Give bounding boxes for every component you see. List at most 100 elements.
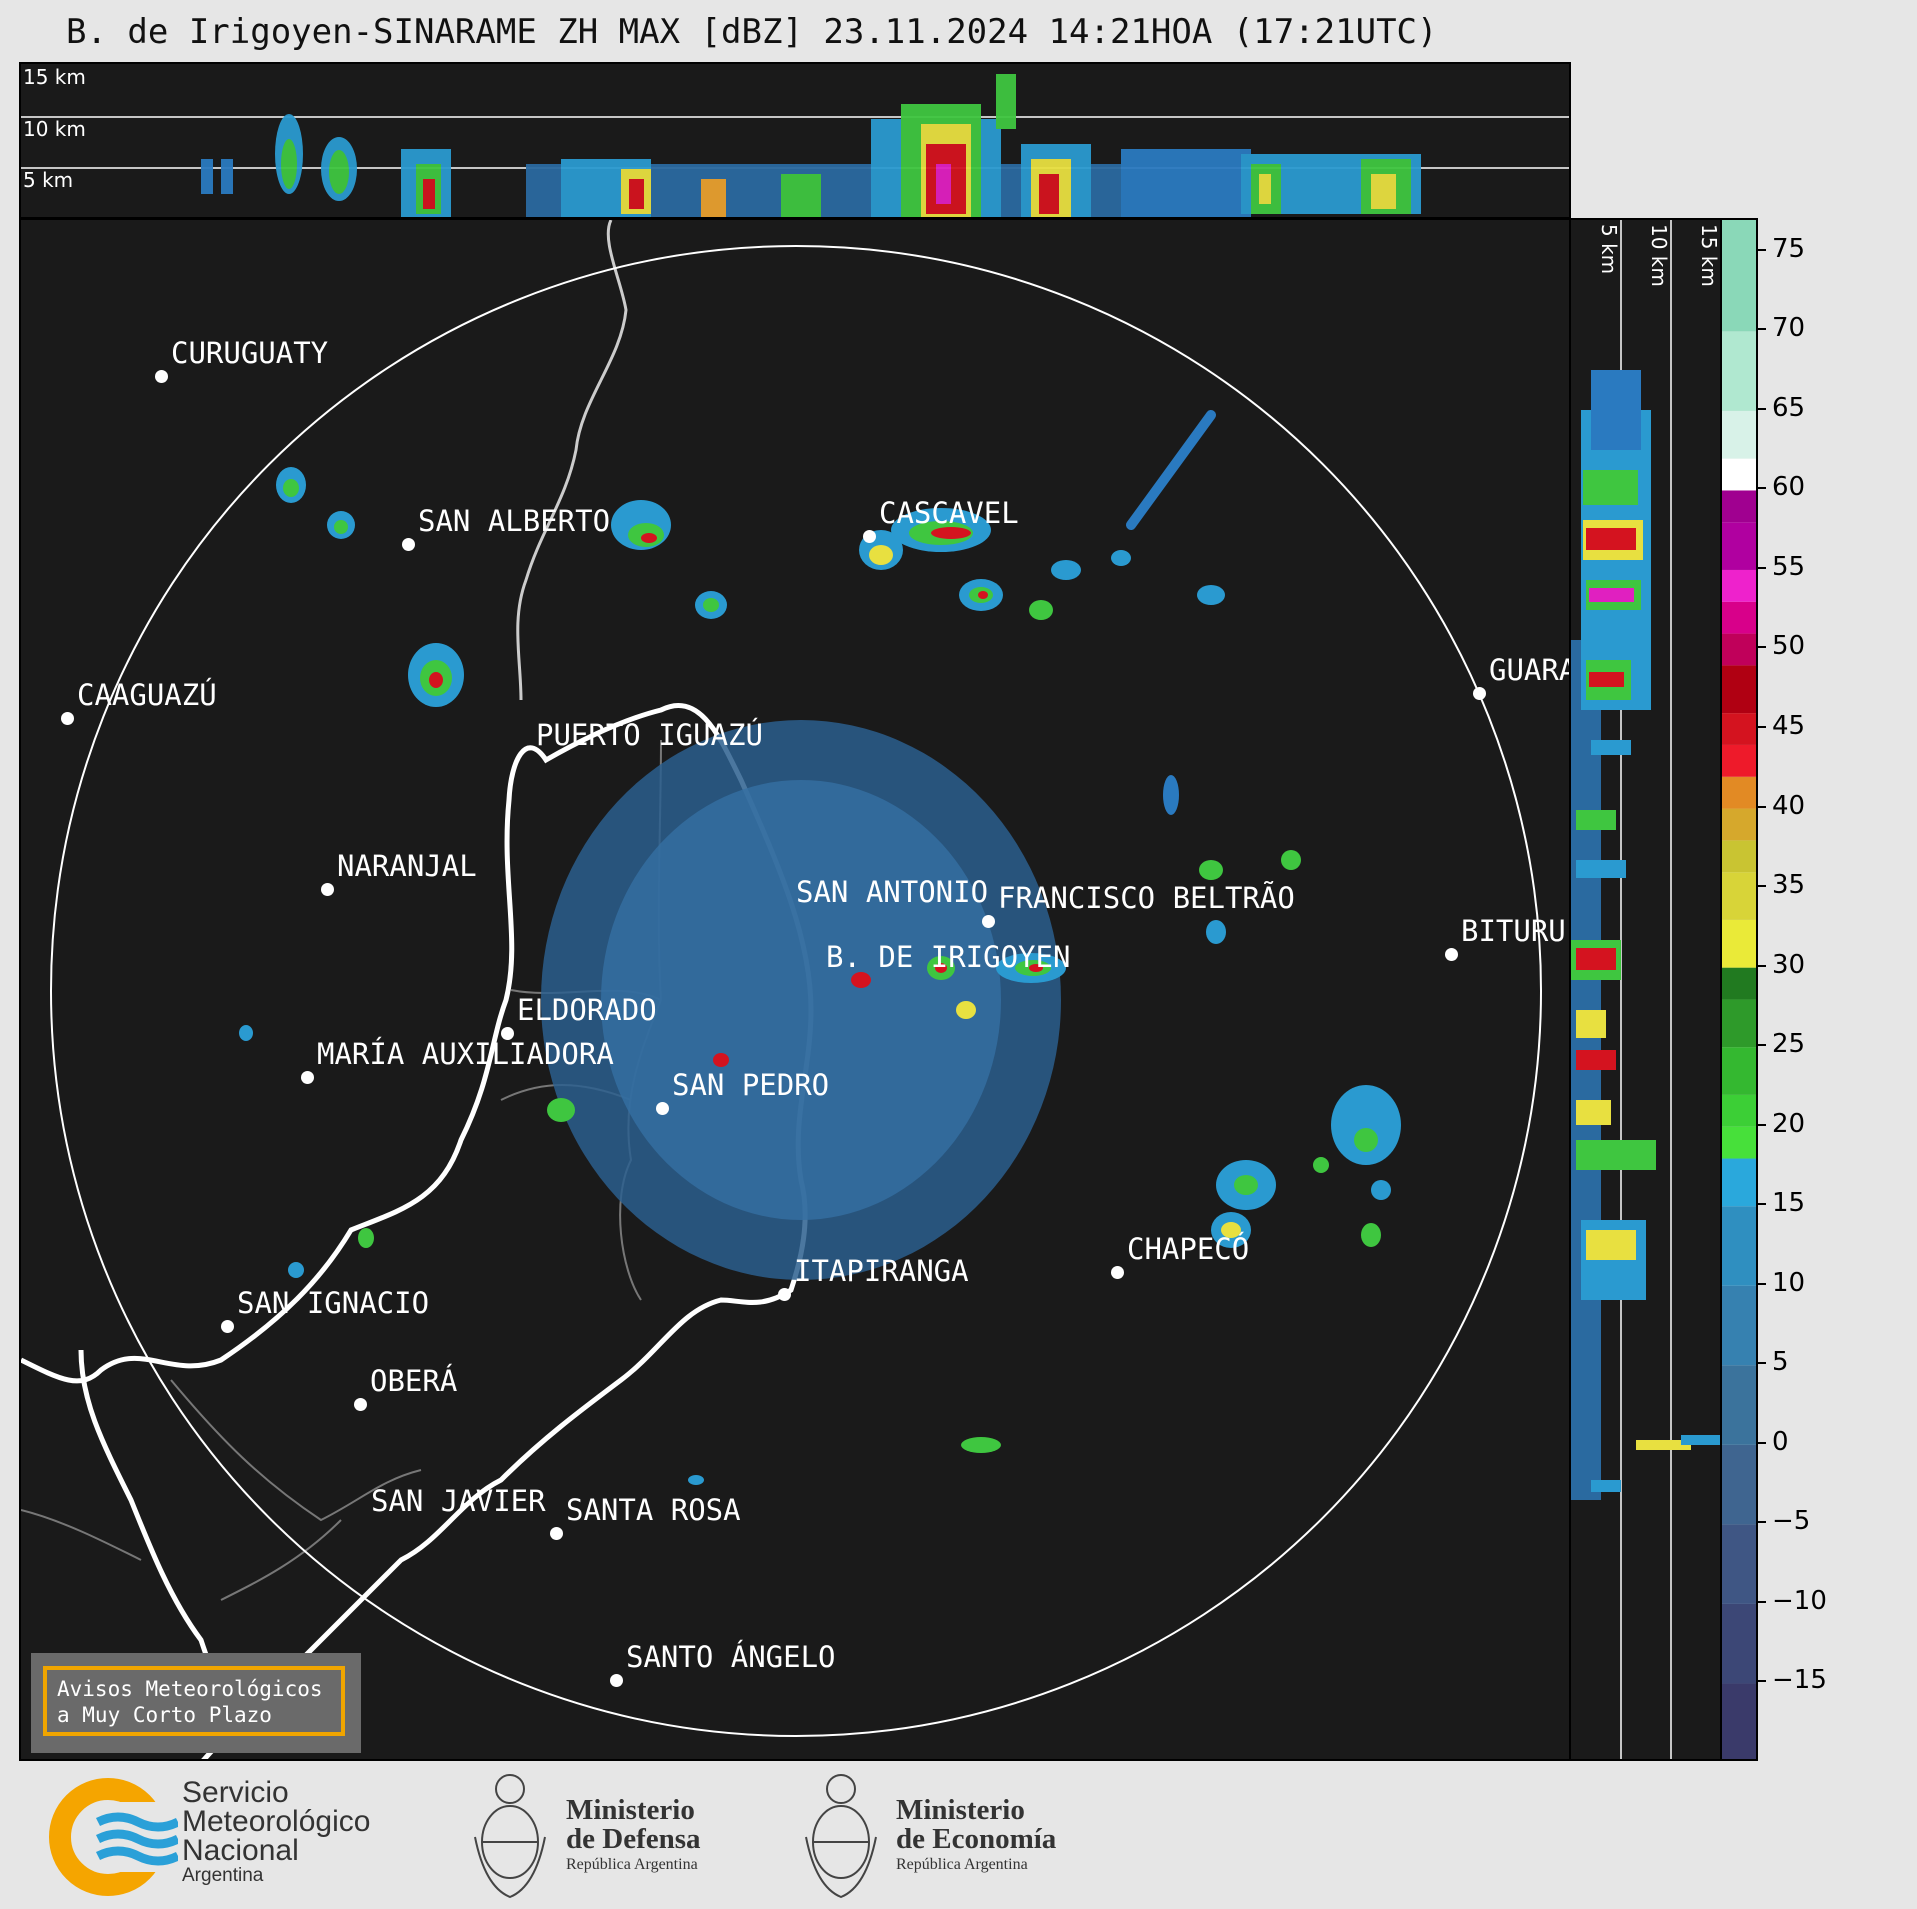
colorbar-tick-label: 60 [1772,472,1806,503]
colorbar-band [1722,601,1756,634]
colorbar-tick [1758,885,1766,888]
colorbar-band [1722,776,1756,809]
side-cross-section: 5 km 10 km 15 km [1569,218,1722,1761]
colorbar-band [1722,1365,1756,1445]
city-label: BITURU [1461,914,1566,948]
colorbar-band [1722,331,1756,411]
smn-line-2: Meteorológico [182,1805,371,1838]
radar-map-plot [21,220,1542,1759]
colorbar-tick [1758,1441,1766,1444]
colorbar-tick [1758,1044,1766,1047]
colorbar-tick-label: 20 [1772,1108,1806,1139]
economia-line-1: Ministerio [896,1794,1025,1826]
city-label: GUARA [1489,653,1571,687]
colorbar-tick [1758,487,1766,490]
colorbar-tick-label: 70 [1772,313,1806,344]
colorbar-tick [1758,726,1766,729]
colorbar-band [1722,1444,1756,1525]
smn-logo-icon [49,1778,178,1896]
colorbar-band [1722,919,1756,968]
smn-logo-text: Servicio Meteorológico Nacional Argentin… [182,1778,370,1887]
city-dot [155,370,168,383]
colorbar-tick-label: 50 [1772,631,1806,662]
defensa-line-3: República Argentina [566,1856,698,1873]
city-dot [982,915,995,928]
chart-title: B. de Irigoyen-SINARAME ZH MAX [dBZ] 23.… [66,12,1438,52]
city-dot [61,712,74,725]
colorbar-tick-label: 45 [1772,711,1806,742]
city-label: ITAPIRANGA [794,1254,969,1288]
colorbar-tick-label: 75 [1772,233,1806,264]
height-label-5km: 5 km [1597,224,1621,275]
dbz-colorbar [1720,218,1758,1761]
colorbar-tick-label: 25 [1772,1029,1806,1060]
colorbar-tick [1758,646,1766,649]
colorbar-band [1722,1047,1756,1095]
colorbar-tick [1758,1203,1766,1206]
colorbar-band [1722,569,1756,602]
height-label-10km: 10 km [23,117,86,141]
city-dot [1111,1266,1124,1279]
warning-box-text: Avisos Meteorológicos a Muy Corto Plazo [43,1666,345,1736]
smn-line-4: Argentina [182,1865,264,1886]
colorbar-tick [1758,1521,1766,1524]
defensa-logo-text: Ministerio de Defensa República Argentin… [566,1796,701,1876]
colorbar-band [1722,744,1756,777]
city-label: PUERTO IGUAZÚ [536,718,763,752]
economia-logo-text: Ministerio de Economía República Argenti… [896,1796,1056,1876]
defensa-line-2: de Defensa [566,1823,701,1855]
coat-of-arms-icon [805,1774,877,1899]
colorbar-tick-label: 65 [1772,392,1806,423]
city-dot [863,530,876,543]
height-label-15km: 15 km [1697,224,1721,287]
colorbar-band [1722,1683,1756,1759]
radar-map: CURUGUATY SAN ALBERTO CASCAVEL CAAGUAZÚ … [19,218,1571,1761]
city-dot [354,1398,367,1411]
storm-cells [239,410,1401,1485]
warning-line-2: a Muy Corto Plazo [57,1703,272,1727]
colorbar-tick-label: −15 [1772,1665,1827,1696]
colorbar-tick [1758,407,1766,410]
city-label: CAAGUAZÚ [77,678,217,712]
city-label: SAN IGNACIO [237,1286,430,1320]
colorbar-band [1722,1126,1756,1159]
colorbar-tick-label: 5 [1772,1347,1789,1378]
colorbar-tick-label: 40 [1772,790,1806,821]
colorbar-band [1722,522,1756,570]
city-label: SANTA ROSA [566,1493,741,1527]
economia-line-3: República Argentina [896,1856,1028,1873]
colorbar-band [1722,1285,1756,1366]
colorbar-band [1722,220,1756,332]
city-dot [778,1288,791,1301]
city-dot [656,1102,669,1115]
city-label: OBERÁ [370,1364,458,1398]
colorbar-tick-label: 10 [1772,1267,1806,1298]
colorbar-band [1722,999,1756,1048]
economia-line-2: de Economía [896,1823,1057,1855]
city-dot [610,1674,623,1687]
city-label: SAN ALBERTO [418,504,611,538]
city-label: ELDORADO [517,993,657,1027]
city-label: MARÍA AUXILIADORA [317,1037,614,1071]
city-dot [501,1027,514,1040]
range-ring [50,245,1542,1737]
colorbar-gradient [1722,220,1756,1759]
colorbar-tick-label: 30 [1772,949,1806,980]
colorbar-tick [1758,805,1766,808]
colorbar-tick-label: −5 [1772,1506,1811,1537]
city-label: SAN JAVIER [371,1484,546,1518]
warning-box[interactable]: Avisos Meteorológicos a Muy Corto Plazo [31,1653,361,1753]
city-dot [402,538,415,551]
colorbar-band [1722,967,1756,1000]
city-dot [321,883,334,896]
colorbar-band [1722,1524,1756,1604]
colorbar-tick-label: 35 [1772,870,1806,901]
colorbar-band [1722,872,1756,920]
warning-line-1: Avisos Meteorológicos [57,1677,323,1701]
city-dot [301,1071,314,1084]
colorbar-tick-label: −10 [1772,1585,1827,1616]
smn-line-3: Nacional [182,1834,299,1867]
side-cross-section-plot [1571,220,1720,1759]
top-cross-section-plot [21,74,1569,217]
height-label-15km: 15 km [23,65,86,89]
